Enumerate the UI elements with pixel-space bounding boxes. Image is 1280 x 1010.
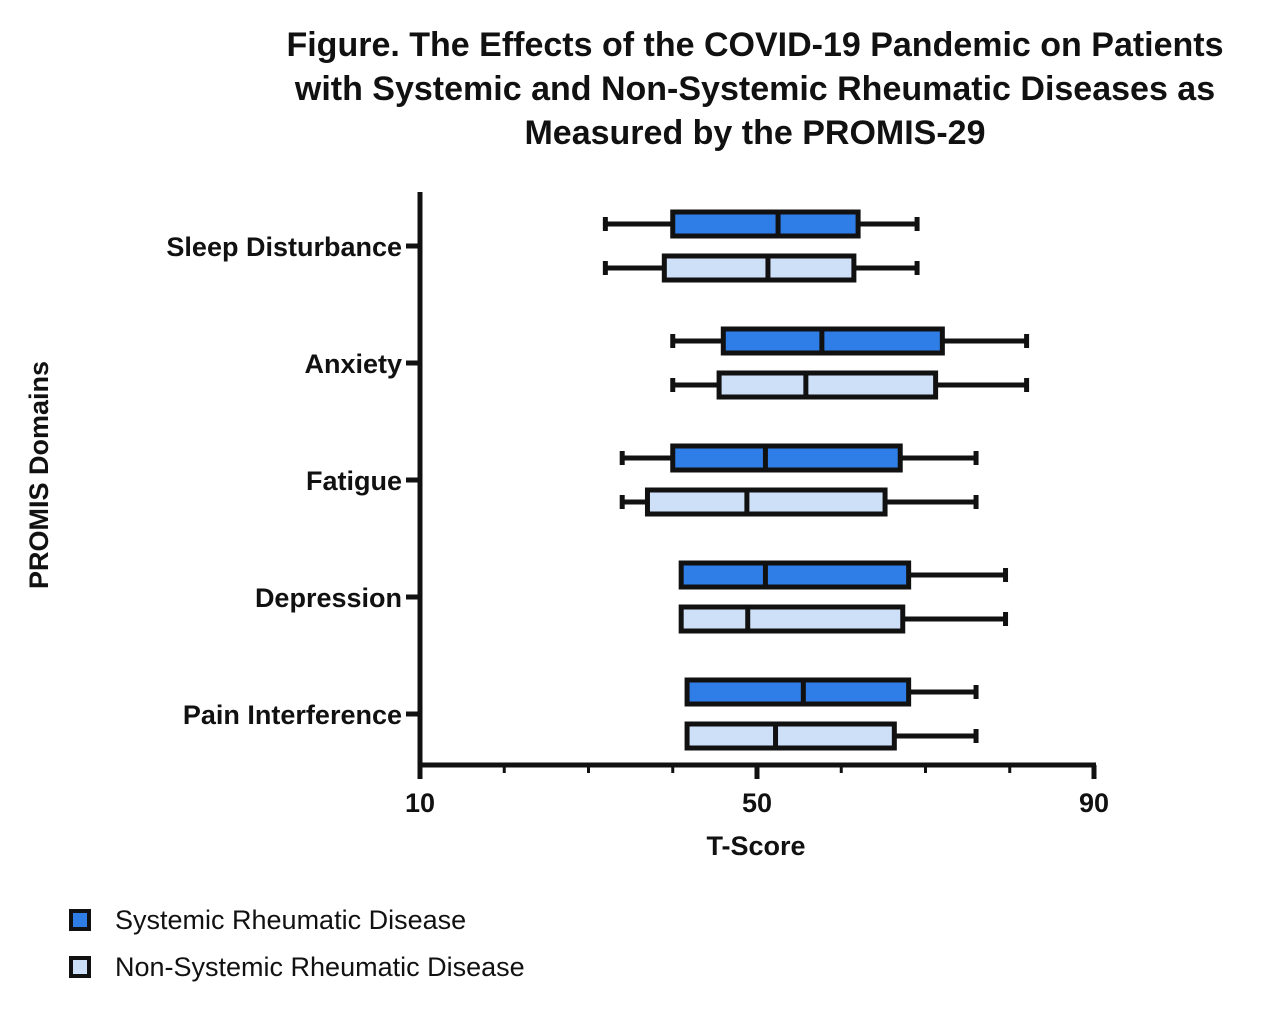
legend-label-systemic: Systemic Rheumatic Disease (115, 905, 466, 935)
box-non-systemic (644, 487, 888, 517)
box-non-systemic (684, 721, 897, 751)
box-non-systemic (678, 604, 906, 634)
box-systemic (720, 326, 945, 356)
y-axis-title: PROMIS Domains (24, 361, 54, 589)
box-non-systemic (716, 370, 939, 400)
legend: Systemic Rheumatic Disease Non-Systemic R… (69, 905, 525, 982)
box-systemic (684, 677, 912, 707)
legend-swatch-non-systemic (69, 956, 91, 978)
y-category-label: Fatigue (306, 466, 402, 496)
plot-area: 10 50 90 Sleep Disturbance Anxiety Fatigue Dep… (166, 192, 1109, 818)
chart-title-line-3: Measured by the PROMIS-29 (524, 114, 985, 152)
x-tick-label: 90 (1079, 788, 1109, 818)
legend-label-non-systemic: Non-Systemic Rheumatic Disease (115, 952, 525, 982)
box-systemic (678, 560, 912, 590)
box-non-systemic (661, 253, 857, 283)
x-tick-label: 50 (742, 788, 772, 818)
y-category-label: Sleep Disturbance (166, 232, 402, 262)
y-category-label: Depression (255, 583, 402, 613)
chart-title-line-1: Figure. The Effects of the COVID-19 Pand… (286, 26, 1223, 64)
chart-title-line-2: with Systemic and Non-Systemic Rheumatic… (294, 70, 1215, 108)
y-category-label: Anxiety (304, 349, 402, 379)
box-systemic (670, 443, 903, 473)
x-axis-title: T-Score (706, 831, 805, 861)
box-systemic (670, 209, 861, 239)
legend-swatch-systemic (69, 909, 91, 931)
x-tick-label: 10 (405, 788, 435, 818)
y-category-label: Pain Interference (183, 700, 402, 730)
